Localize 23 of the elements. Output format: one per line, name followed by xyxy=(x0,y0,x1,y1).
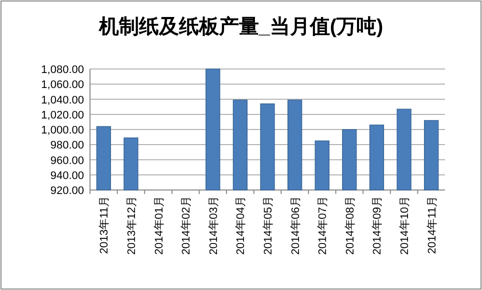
x-tick-label: 2014年06月 xyxy=(290,196,302,255)
x-tick-label: 2014年08月 xyxy=(344,196,356,255)
x-tick-label: 2013年12月 xyxy=(126,196,138,255)
x-tick-label: 2014年09月 xyxy=(372,196,384,255)
x-tick-label: 2014年04月 xyxy=(235,196,248,255)
y-tick-label: 980.00 xyxy=(50,140,84,152)
x-tick-label: 2014年11月 xyxy=(426,196,438,254)
x-tick-label: 2014年07月 xyxy=(317,196,330,255)
y-tick-label: 940.00 xyxy=(50,170,84,182)
x-tick-label: 2014年01月 xyxy=(153,196,166,255)
x-tick-label: 2014年03月 xyxy=(208,196,220,255)
x-tick-label: 2014年05月 xyxy=(262,196,274,255)
y-tick-label: 1,080.00 xyxy=(41,64,84,76)
y-tick-label: 920.00 xyxy=(50,185,84,197)
y-tick-label: 1,060.00 xyxy=(41,79,84,92)
x-tick-label: 2014年10月 xyxy=(399,196,412,255)
y-tick-label: 1,040.00 xyxy=(41,94,84,106)
y-tick-label: 1,000.00 xyxy=(41,124,84,136)
x-tick-label: 2014年02月 xyxy=(180,196,193,255)
chart-title: 机制纸及纸板产量_当月值(万吨) xyxy=(98,15,384,38)
x-tick-label: 2013年11月 xyxy=(98,196,111,254)
y-tick-label: 1,020.00 xyxy=(41,109,84,122)
y-tick-label: 960.00 xyxy=(50,154,84,167)
